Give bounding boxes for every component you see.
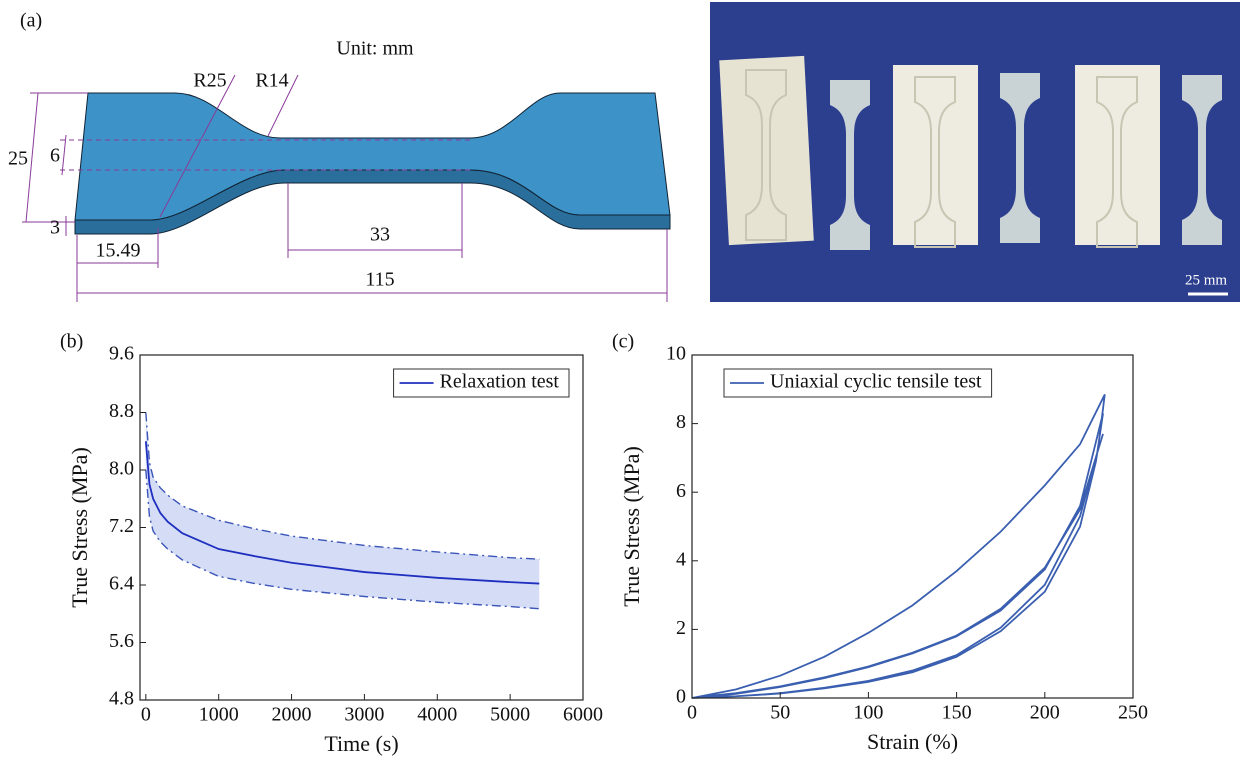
y-tick-label: 6.4 [109, 573, 134, 595]
y-tick-label: 4 [676, 548, 686, 570]
x-tick-label: 0 [141, 704, 151, 726]
photo: 25 mm [710, 2, 1240, 302]
x-tick-label: 6000 [563, 704, 603, 726]
legend: Uniaxial cyclic tensile test [723, 368, 993, 398]
series-line [145, 469, 540, 610]
panel-a: (a) Unit: mm R25 R14 25 6 3 15.49 [8, 10, 671, 302]
dimension-label: 6 [50, 145, 60, 167]
x-tick-label: 100 [853, 702, 883, 724]
y-tick-label: 0 [676, 686, 686, 708]
y-tick-label: 10 [666, 343, 686, 365]
plot-frame [691, 354, 1134, 699]
dimension-label: 25 [8, 148, 28, 170]
panel-label: (b) [60, 331, 83, 353]
legend-box [723, 368, 993, 398]
legend-label: Relaxation test [440, 371, 560, 393]
unit-label: Unit: mm [336, 38, 414, 60]
legend: Relaxation test [393, 368, 570, 398]
x-tick-label: 3000 [344, 704, 384, 726]
x-tick-label: 1000 [199, 704, 239, 726]
dimension-lines [22, 74, 668, 302]
panel-label: (a) [20, 10, 42, 32]
y-tick-label: 8.8 [109, 400, 134, 422]
x-tick-label: 250 [1118, 702, 1148, 724]
series-line [144, 441, 540, 585]
dimension-label: 15.49 [96, 240, 141, 262]
x-tick-label: 4000 [417, 704, 457, 726]
x-axis-label: Time (s) [324, 731, 398, 756]
legend-label: Uniaxial cyclic tensile test [770, 371, 982, 393]
x-tick-label: 5000 [490, 704, 530, 726]
x-tick-label: 150 [942, 702, 972, 724]
y-axis-label: True Stress (MPa) [67, 447, 92, 608]
band [145, 412, 540, 609]
radius-label: R25 [193, 70, 226, 92]
y-axis-label: True Stress (MPa) [619, 446, 644, 607]
x-tick-label: 200 [1030, 702, 1060, 724]
dimension-label: 3 [50, 217, 60, 239]
y-tick-label: 6 [676, 480, 686, 502]
scale-label: 25 mm [1185, 272, 1227, 288]
y-tick-label: 5.6 [109, 630, 134, 652]
y-tick-label: 7.2 [109, 515, 134, 537]
x-axis-label: Strain (%) [867, 729, 958, 754]
y-tick-label: 8 [676, 411, 686, 433]
y-tick-label: 9.6 [109, 343, 134, 365]
x-tick-label: 2000 [272, 704, 312, 726]
specimen-top [74, 92, 671, 221]
y-tick-label: 8.0 [109, 458, 134, 480]
y-tick-label: 4.8 [109, 688, 134, 710]
radius-label: R14 [255, 70, 288, 92]
x-tick-label: 0 [687, 702, 697, 724]
dimension-label: 115 [365, 269, 394, 291]
x-tick-label: 50 [770, 702, 790, 724]
panel-label: (c) [612, 331, 634, 353]
dimension-label: 33 [370, 224, 390, 246]
series-line [145, 412, 540, 560]
y-tick-label: 2 [676, 617, 686, 639]
series-line [691, 394, 1106, 699]
